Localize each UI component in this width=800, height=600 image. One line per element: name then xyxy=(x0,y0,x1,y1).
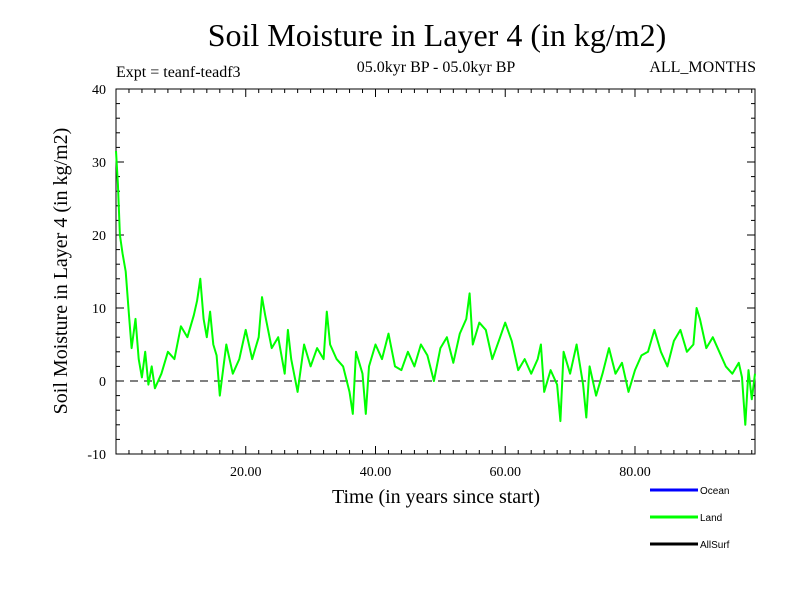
x-axis-label: Time (in years since start) xyxy=(332,486,540,508)
y-tick-label: 10 xyxy=(92,302,106,317)
x-tick-label: 20.00 xyxy=(230,465,262,480)
series-layer xyxy=(115,151,756,426)
series-line-land xyxy=(115,151,756,426)
legend-label-ocean: Ocean xyxy=(700,486,729,497)
legend: Ocean Land AllSurf xyxy=(650,486,730,551)
x-tick-label: 80.00 xyxy=(619,465,651,480)
months-label: ALL_MONTHS xyxy=(649,59,756,76)
period-label: 05.0kyr BP - 05.0kyr BP xyxy=(357,59,516,76)
experiment-label: Expt = teanf-teadf3 xyxy=(116,64,241,81)
legend-label-land: Land xyxy=(700,513,722,524)
y-tick-label: -10 xyxy=(87,448,106,463)
y-tick-label: 30 xyxy=(92,156,106,171)
legend-label-allsurf: AllSurf xyxy=(700,540,730,551)
y-tick-label: 20 xyxy=(92,229,106,244)
plot-axes: -10 0 10 20 30 40 20.00 40.00 60.00 80.00 xyxy=(87,83,756,480)
x-tick-label: 40.00 xyxy=(360,465,392,480)
y-tick-label: 40 xyxy=(92,83,106,98)
x-tick-label: 60.00 xyxy=(489,465,521,480)
y-tick-label: 0 xyxy=(99,375,106,390)
y-axis-label: Soil Moisture in Layer 4 (in kg/m2) xyxy=(50,128,72,415)
plot-frame xyxy=(115,88,756,455)
chart-title: Soil Moisture in Layer 4 (in kg/m2) xyxy=(208,17,667,53)
